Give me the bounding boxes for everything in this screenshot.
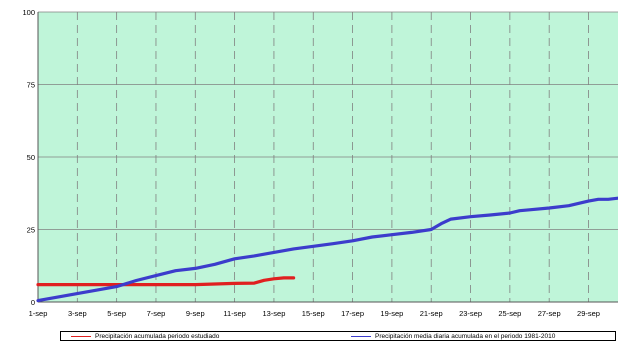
x-tick-label: 13-sep: [262, 309, 285, 318]
x-tick-label: 7-sep: [147, 309, 166, 318]
series-line-0: [36, 276, 296, 287]
x-axis-tick-labels: 1-sep 3-sep 5-sep 7-sep 9-sep 11-sep 13-sep 15-…: [29, 309, 600, 318]
x-tick-label: 1-sep: [29, 309, 48, 318]
y-axis-tick-labels: 0 25 50 75 100: [22, 8, 35, 307]
legend-entry-studied-period: Precipitación acumulada periodo estudiad…: [71, 332, 219, 341]
x-tick-label: 19-sep: [380, 309, 403, 318]
y-tick-label: 25: [27, 226, 35, 235]
x-tick-label: 25-sep: [498, 309, 521, 318]
x-tick-label: 15-sep: [302, 309, 325, 318]
x-tick-label: 27-sep: [538, 309, 561, 318]
legend-swatch-studied-period: [71, 336, 91, 337]
x-tick-label: 5-sep: [107, 309, 126, 318]
series-lines: [36, 196, 618, 303]
y-tick-label: 75: [27, 81, 35, 90]
x-tick-label: 29-sep: [577, 309, 600, 318]
legend: Precipitación acumulada periodo estudiad…: [60, 331, 616, 341]
y-tick-label: 50: [27, 153, 35, 162]
x-tick-label: 9-sep: [186, 309, 205, 318]
x-tick-label: 17-sep: [341, 309, 364, 318]
horizontal-gridlines: [38, 11, 618, 230]
x-tick-label: 11-sep: [223, 309, 245, 318]
y-tick-label: 100: [22, 8, 35, 17]
legend-label-studied-period: Precipitación acumulada periodo estudiad…: [95, 332, 220, 340]
legend-label-mean-1981-2010: Precipitación media diaria acumulada en …: [375, 332, 556, 340]
axes: [37, 12, 618, 303]
legend-swatch-mean-1981-2010: [351, 336, 371, 337]
legend-entry-mean-1981-2010: Precipitación media diaria acumulada en …: [351, 332, 555, 341]
series-line-1: [36, 196, 618, 303]
x-tick-label: 3-sep: [68, 309, 87, 318]
x-tick-label: 21-sep: [420, 309, 443, 318]
x-tick-label: 23-sep: [459, 309, 482, 318]
y-tick-label: 0: [31, 298, 35, 307]
